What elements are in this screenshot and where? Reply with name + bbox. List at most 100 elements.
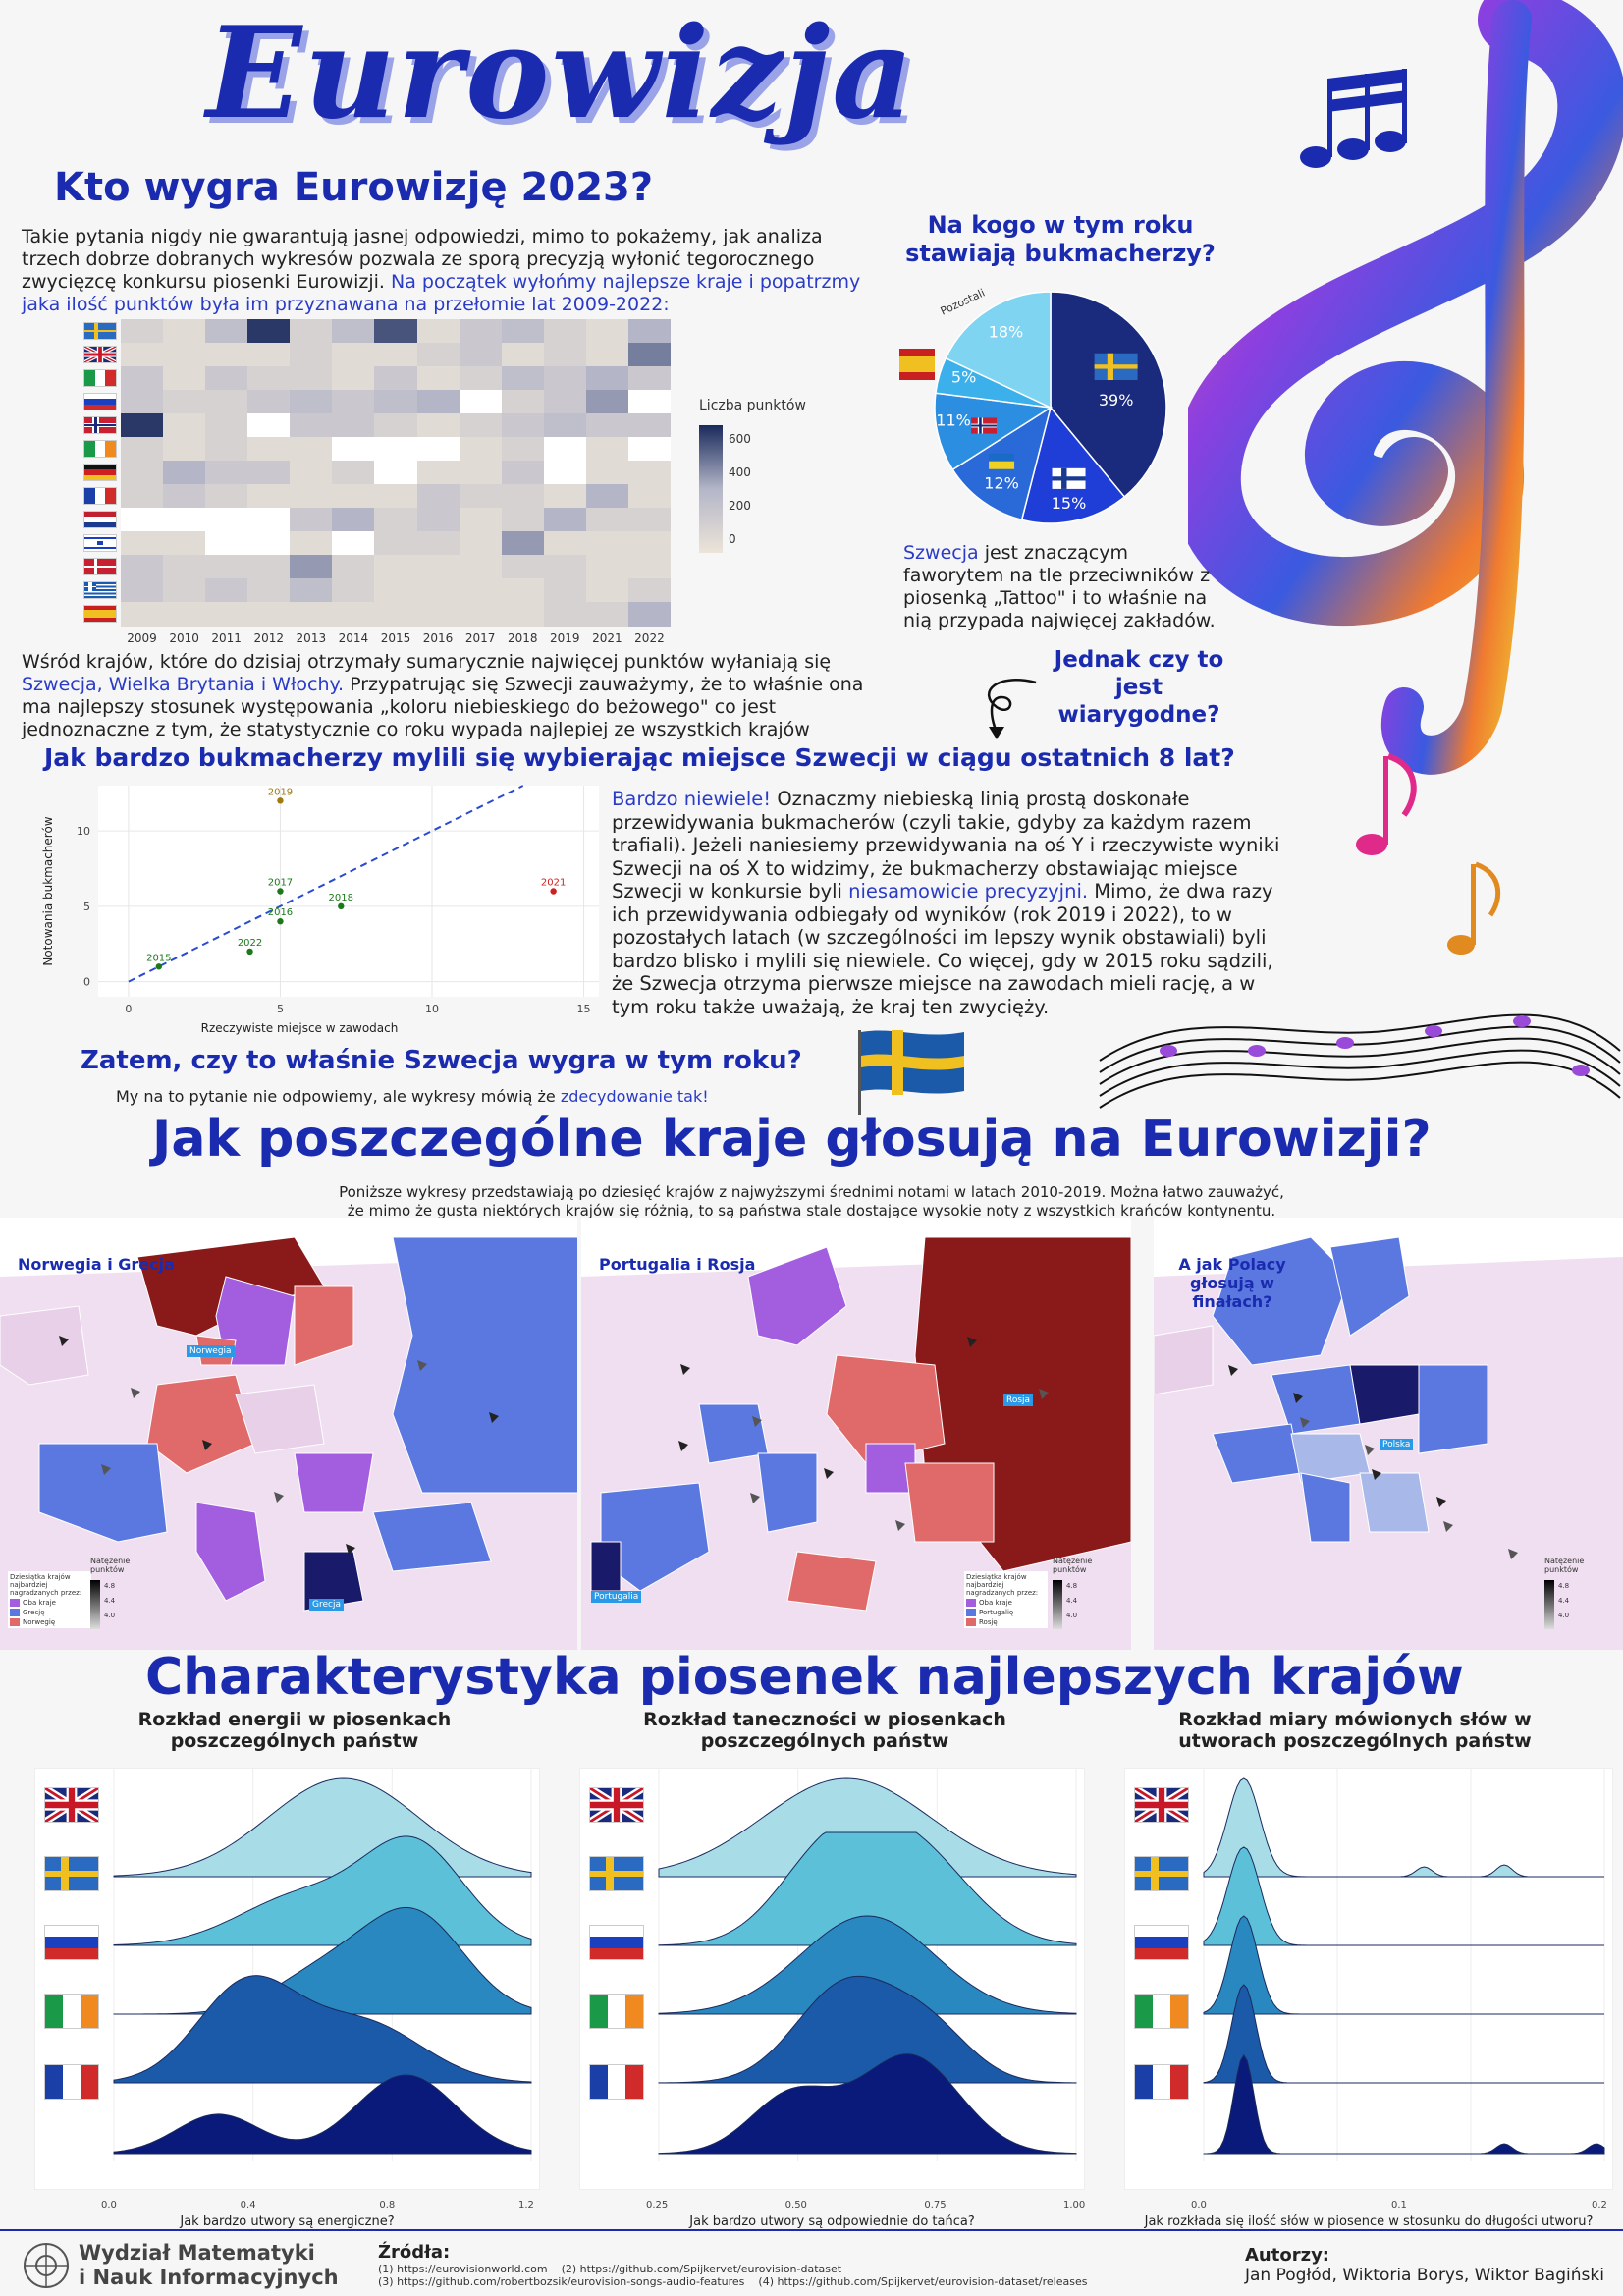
heatmap-cell xyxy=(163,461,206,485)
heatmap-legend-bar xyxy=(699,425,723,553)
heatmap-cell xyxy=(627,484,672,509)
heatmap-cell xyxy=(459,578,503,603)
heatmap-cell xyxy=(290,343,333,367)
map-vote-arrow xyxy=(678,1441,688,1451)
heatmap-cell xyxy=(332,413,375,438)
heatmap-cell xyxy=(121,319,164,344)
europe-map xyxy=(581,1218,1131,1650)
music-staff-decoration xyxy=(1099,1013,1621,1109)
map-legend-swatch xyxy=(10,1618,20,1626)
heatmap-cell xyxy=(247,602,291,627)
map-legend-swatch xyxy=(10,1609,20,1616)
map-country-region xyxy=(698,1403,769,1464)
pink-note-icon xyxy=(1356,753,1417,855)
heatmap-cell xyxy=(205,343,248,367)
map-score-legend: Natężenie punktów 4.8 4.4 4.0 xyxy=(1544,1557,1603,1629)
heatmap-cell xyxy=(459,461,503,485)
map-vote-arrow xyxy=(1039,1389,1049,1399)
map-legend-item-label: Portugalię xyxy=(979,1609,1014,1616)
heatmap-cell xyxy=(501,484,545,509)
scatter-point xyxy=(277,797,284,804)
scatter-ytick: 0 xyxy=(83,976,90,989)
scatter-point xyxy=(277,918,284,925)
ridge-chart-svg xyxy=(1203,1769,1605,2161)
scatter-ytick: 10 xyxy=(77,825,90,838)
map-legend-item-label: Norwegię xyxy=(23,1618,56,1626)
map-vote-arrow xyxy=(680,1364,690,1375)
bookmakers-caption: Szwecja jest znaczącym faworytem na tle … xyxy=(903,542,1227,632)
footer-divider xyxy=(0,2229,1623,2231)
europe-map xyxy=(1154,1218,1623,1650)
heatmap-cell xyxy=(416,484,460,509)
heatmap-cell xyxy=(416,578,460,603)
flag-francja-icon xyxy=(83,487,117,505)
flag-hiszpania-icon xyxy=(83,605,117,623)
heatmap-cell xyxy=(416,413,460,438)
heatmap-cell xyxy=(543,531,587,556)
map-country-region xyxy=(1300,1472,1351,1543)
map-country-region xyxy=(146,1374,256,1474)
heatmap-cell xyxy=(121,437,164,462)
ridge-chart-svg xyxy=(658,1769,1077,2161)
ridge-xtick: 0.0 xyxy=(1191,2200,1207,2211)
source-1: (1) https://eurovisionworld.com xyxy=(378,2263,548,2275)
heatmap-year-label: 2019 xyxy=(550,631,580,645)
ridge-xtick: 1.2 xyxy=(518,2200,534,2211)
ridge-xlabel: Jak rozkłada się ilość słów w piosence w… xyxy=(1144,2214,1594,2229)
heatmap-cell xyxy=(627,461,672,485)
flag-niemcy-icon xyxy=(83,464,117,481)
heatmap-cell xyxy=(374,343,418,367)
perfect-prediction-line xyxy=(128,785,524,983)
ridge-xlabel: Jak bardzo utwory są odpowiednie do tańc… xyxy=(689,2214,975,2229)
heatmap-cell xyxy=(627,508,672,532)
map-country-region xyxy=(294,1285,354,1366)
bookmakers-pie-chart: 39% 15% 12% 11% 5% 18%Pozostali xyxy=(899,286,1167,524)
scatter-ylabel: Notowania bukmacherów xyxy=(41,816,55,965)
heatmap-cell xyxy=(543,390,587,414)
map-legend-item-label: Oba kraje xyxy=(23,1599,56,1607)
heatmap-cell xyxy=(163,484,206,509)
flag-wielka-brytania-icon xyxy=(589,1787,644,1823)
map-legend-item-label: Rosję xyxy=(979,1618,998,1626)
heatmap-cell xyxy=(416,343,460,367)
heatmap-cell xyxy=(543,602,587,627)
map-legend-swatch xyxy=(966,1609,976,1616)
map-country-region xyxy=(235,1384,325,1454)
map-vote-arrow xyxy=(967,1337,977,1347)
ridge-density-rosja xyxy=(658,1915,1077,2015)
heatmap-cell xyxy=(247,484,291,509)
map-legend-swatch xyxy=(966,1599,976,1607)
heatmap-cell xyxy=(501,343,545,367)
map-country-region xyxy=(0,1305,89,1386)
heatmap-cell xyxy=(627,531,672,556)
heatmap-cell xyxy=(332,390,375,414)
heatmap-cell xyxy=(290,578,333,603)
heatmap-cell xyxy=(290,390,333,414)
heatmap-year-label: 2022 xyxy=(634,631,665,645)
scatter-point xyxy=(550,888,557,895)
heatmap-cell xyxy=(374,437,418,462)
scatter-ytick: 5 xyxy=(83,901,90,913)
heatmap-cell xyxy=(374,602,418,627)
scatter-point xyxy=(277,888,284,895)
map-country-region xyxy=(1154,1325,1214,1395)
sources-block: Źródła: (1) https://eurovisionworld.com … xyxy=(378,2242,1163,2288)
scatter-xlabel: Rzeczywiste miejsce w zawodach xyxy=(201,1021,399,1035)
ridge-chart xyxy=(579,1768,1085,2190)
heatmap-cell xyxy=(290,602,333,627)
treble-clef-decoration xyxy=(1188,0,1623,775)
heatmap-cell xyxy=(205,461,248,485)
heatmap-cell xyxy=(585,508,629,532)
heatmap-cell xyxy=(121,531,164,556)
map-country-region xyxy=(904,1462,995,1543)
conclusion-text-plain: My na to pytanie nie odpowiemy, ale wykr… xyxy=(116,1087,556,1106)
heatmap-year-label: 2014 xyxy=(338,631,369,645)
heatmap-cell xyxy=(585,461,629,485)
heatmap-cell xyxy=(459,531,503,556)
heatmap-cell xyxy=(205,437,248,462)
heatmap-cell xyxy=(459,366,503,391)
heatmap-cell xyxy=(374,319,418,344)
map-score-legend-tick: 4.4 xyxy=(104,1597,116,1605)
heatmap-cell xyxy=(121,602,164,627)
heatmap-year-label: 2015 xyxy=(380,631,411,645)
